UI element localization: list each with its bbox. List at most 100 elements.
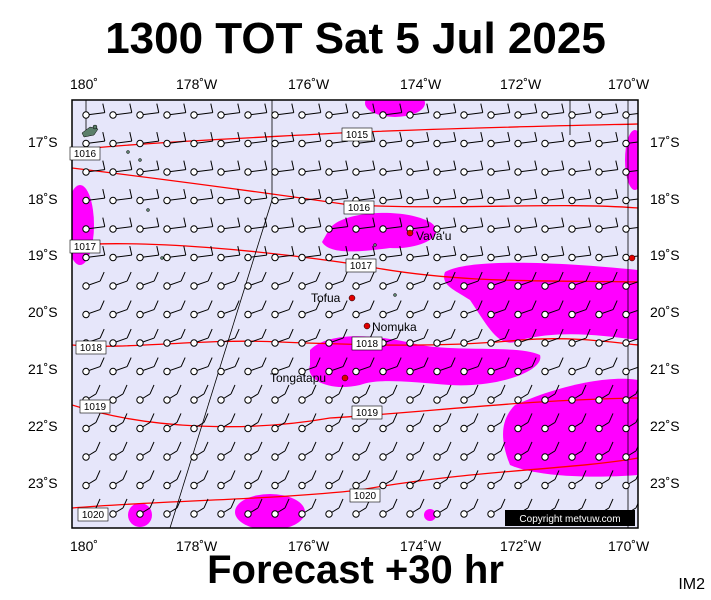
wind-barb-feather [588, 131, 592, 142]
wind-barb-feather [504, 271, 510, 282]
wind-station [244, 424, 252, 433]
wind-station [379, 253, 387, 262]
wind-station [244, 196, 252, 205]
wind-station [271, 168, 279, 176]
wind-station [82, 225, 90, 233]
wind-station [433, 225, 441, 233]
wind-station [271, 510, 279, 518]
wind-station [541, 253, 549, 262]
wind-station [514, 424, 522, 433]
wind-station [190, 367, 198, 376]
place-label: Tofua [311, 291, 341, 305]
wind-barb-feather [210, 160, 214, 170]
wind-barb-feather [531, 300, 537, 310]
wind-station [352, 367, 360, 376]
wind-barb-feather [500, 498, 506, 509]
wind-station [379, 111, 387, 119]
wind-barb-feather [615, 160, 619, 170]
lat-label-right: 18˚S [650, 191, 680, 207]
wind-station [514, 253, 522, 262]
wind-barb-feather [95, 470, 101, 480]
wind-barb-feather [554, 498, 560, 509]
wind-station [352, 225, 360, 233]
wind-barb-feather [291, 217, 295, 227]
wind-barb-feather [392, 384, 398, 395]
wind-station [136, 424, 144, 433]
wind-barb-feather [419, 498, 425, 509]
wind-barb-feather [480, 131, 484, 142]
wind-station [460, 168, 468, 176]
wind-barb-feather [480, 245, 484, 256]
wind-station [379, 481, 387, 490]
wind-barb-feather [338, 470, 344, 480]
svg-text:1016: 1016 [348, 203, 371, 214]
wind-station [379, 282, 387, 290]
wind-barb-feather [423, 357, 429, 367]
wind-barb-feather [234, 271, 240, 282]
wind-barb-feather [261, 300, 267, 310]
wind-station [109, 111, 117, 119]
wind-barb-feather [612, 328, 618, 339]
wind-station [514, 453, 522, 461]
wind-station [622, 168, 630, 176]
wind-station [406, 424, 414, 433]
wind-barb-feather [608, 384, 614, 395]
wind-station [595, 396, 603, 404]
wind-station [325, 253, 333, 262]
wind-barb-feather [500, 413, 506, 423]
wind-station [406, 196, 414, 205]
wind-barb-feather [369, 357, 375, 367]
wind-station [217, 396, 225, 404]
svg-text:1017: 1017 [350, 261, 373, 272]
wind-barb-feather [203, 498, 209, 509]
wind-station [190, 253, 198, 262]
wind-barb-feather [99, 300, 105, 310]
wind-barb-feather [176, 441, 182, 452]
wind-barb-feather [284, 384, 290, 395]
wind-barb-feather [129, 217, 133, 227]
wind-station [406, 481, 414, 490]
svg-text:1017: 1017 [74, 242, 97, 253]
wind-barb-feather [561, 103, 565, 113]
wind-barb-feather [581, 470, 587, 480]
wind-station [514, 339, 522, 347]
wind-station [163, 111, 171, 119]
wind-station [379, 510, 387, 518]
wind-barb-feather [338, 441, 344, 452]
wind-barb-feather [612, 357, 618, 367]
isobar-label: 1019 [79, 399, 111, 414]
wind-barb-feather [392, 413, 398, 423]
wind-station [244, 481, 252, 490]
wind-barb-feather [396, 271, 402, 282]
wind-barb-feather [315, 271, 321, 282]
wind-barb-feather [585, 328, 591, 339]
wind-station [325, 168, 333, 176]
wind-station [190, 396, 198, 404]
wind-station [271, 111, 279, 119]
wind-barb-feather [643, 218, 645, 227]
wind-station [325, 339, 333, 347]
wind-barb-feather [156, 131, 160, 142]
wind-barb-feather [264, 131, 268, 142]
wind-station [379, 367, 387, 376]
wind-barb-feather [126, 300, 132, 310]
wind-barb-feather [261, 328, 267, 339]
wind-barb-feather [581, 498, 587, 509]
wind-station [514, 196, 522, 205]
wind-station [487, 310, 495, 319]
wind-station [460, 481, 468, 490]
wind-station [379, 396, 387, 404]
wind-station [244, 310, 252, 319]
wind-barb-feather [257, 498, 263, 509]
wind-barb-feather [446, 498, 452, 509]
wind-barb-feather [480, 160, 484, 170]
wind-barb-feather [210, 103, 214, 113]
wind-station [244, 510, 252, 518]
wind-station [487, 481, 495, 490]
wind-barb-feather [315, 357, 321, 367]
wind-station [298, 139, 306, 148]
wind-barb-feather [581, 441, 587, 452]
svg-text:1015: 1015 [346, 130, 369, 141]
wind-barb-feather [500, 384, 506, 395]
wind-barb-feather [527, 413, 533, 423]
